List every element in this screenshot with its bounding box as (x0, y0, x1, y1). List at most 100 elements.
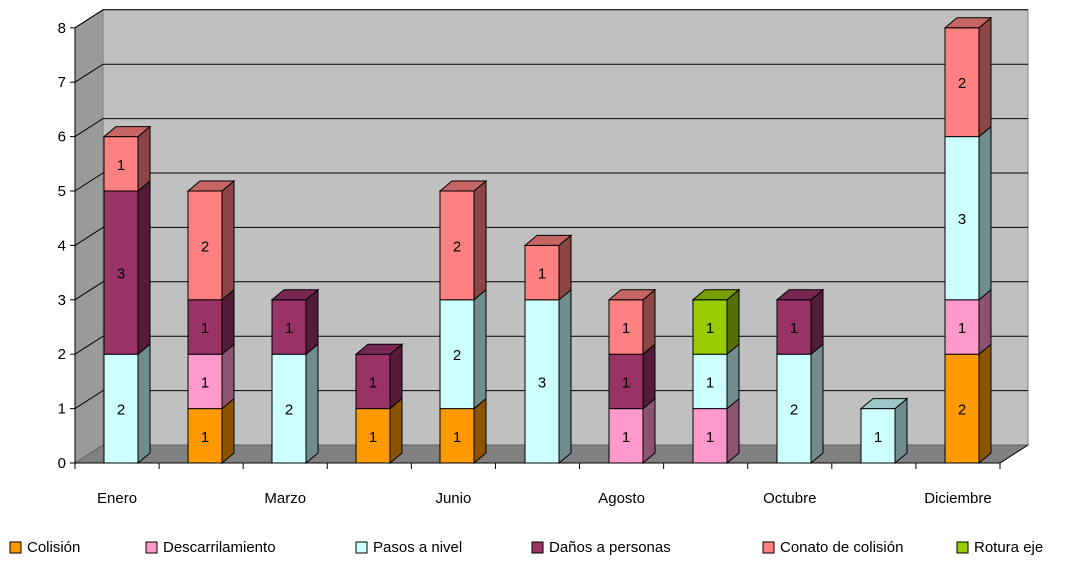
bar-side (221, 397, 235, 465)
data-label: 1 (790, 320, 798, 337)
legend-item: Colisión (9, 539, 80, 556)
gridline (74, 172, 1028, 192)
legend-label: Pasos a nivel (373, 539, 462, 556)
gridline (74, 9, 1028, 29)
data-label: 1 (706, 320, 714, 337)
bar-top (607, 289, 657, 301)
bar-segment: 1 (187, 288, 235, 356)
bar-top (691, 289, 741, 301)
bar-segment: 1 (775, 288, 825, 356)
data-label: 2 (958, 402, 966, 419)
bar-front (439, 299, 475, 410)
bar-segment: 1 (859, 397, 909, 465)
legend-label: Colisión (27, 539, 80, 556)
bar-front (860, 408, 896, 464)
data-label: 1 (874, 429, 882, 446)
data-label: 1 (622, 374, 630, 391)
x-tick-label: Enero (97, 490, 137, 507)
bar-side (726, 288, 740, 356)
floor-edge (999, 444, 1029, 464)
data-label: 1 (706, 429, 714, 446)
bar-segment: 1 (355, 397, 403, 465)
bar-top (438, 180, 488, 192)
bar-segment: 1 (439, 397, 487, 465)
legend-swatch (762, 541, 775, 554)
legend-swatch (9, 541, 22, 554)
gridline (74, 226, 1028, 246)
y-tick-label: 4 (58, 237, 66, 254)
bar-front (355, 408, 391, 464)
bar-segment: 2 (943, 16, 993, 138)
legend-swatch (956, 541, 969, 554)
legend-swatch (531, 541, 544, 554)
bar-top (775, 289, 825, 301)
data-label: 2 (285, 402, 293, 419)
data-label: 2 (958, 75, 966, 92)
y-tick-label: 0 (58, 455, 66, 472)
bar-segment: 2 (271, 343, 319, 465)
bar-side (642, 397, 656, 465)
bar-segment: 1 (102, 125, 152, 193)
bar-side (978, 288, 992, 356)
data-label: 1 (622, 429, 630, 446)
x-tick-label: Agosto (598, 490, 645, 507)
legend-item: Pasos a nivel (355, 539, 462, 556)
data-label: 1 (369, 429, 377, 446)
data-label: 1 (285, 320, 293, 337)
bar-side (726, 343, 740, 410)
bar-side (137, 125, 151, 193)
data-label: 2 (453, 238, 461, 255)
bar-side (389, 397, 403, 465)
legend-label: Rotura eje (974, 539, 1043, 556)
gridline (74, 118, 1028, 138)
data-label: 1 (201, 374, 209, 391)
gridline (74, 63, 1028, 83)
bar-side (305, 288, 319, 356)
y-tick-label: 8 (58, 20, 66, 37)
data-label: 3 (958, 211, 966, 228)
bar-front (692, 299, 728, 355)
bar-segment: 2 (776, 343, 824, 465)
y-tick-label: 2 (58, 346, 66, 363)
bar-side (726, 397, 740, 465)
legend-swatch (145, 541, 158, 554)
bar-segment: 1 (607, 288, 657, 356)
bar-side (389, 343, 403, 410)
data-label: 1 (201, 320, 209, 337)
y-tick-label: 6 (58, 129, 66, 146)
bar-side (305, 343, 319, 465)
legend-item: Rotura eje (956, 539, 1043, 556)
legend-label: Descarrilamiento (163, 539, 276, 556)
bar-side (137, 343, 151, 465)
bar-side (221, 288, 235, 356)
bar-segment: 3 (524, 288, 572, 465)
data-label: 1 (622, 320, 630, 337)
y-tick-label: 7 (58, 74, 66, 91)
bar-side (978, 343, 992, 465)
bar-front (439, 190, 475, 301)
legend-item: Descarrilamiento (145, 539, 276, 556)
bar-side (642, 343, 656, 410)
bar-segment: 2 (439, 288, 487, 410)
data-label: 1 (117, 157, 125, 174)
bar-front (776, 353, 812, 464)
x-tick-label: Junio (435, 490, 471, 507)
bars: 2 3 1 1 1 1 2 2 1 1 1 1 2 2 3 1 1 1 1 1 1 1 2 1 1 2 1 3 2 (102, 16, 993, 465)
data-label: 1 (369, 374, 377, 391)
data-label: 1 (538, 266, 546, 283)
bar-front (944, 299, 980, 355)
bar-top (523, 234, 573, 246)
bar-side (221, 179, 235, 301)
legend: Colisión Descarrilamiento Pasos a nivel Dañ… (9, 539, 1043, 556)
data-label: 2 (790, 402, 798, 419)
bar-top (186, 180, 236, 192)
y-tick-label: 1 (58, 401, 66, 418)
bar-side (978, 125, 992, 301)
bar-front (944, 353, 980, 464)
x-tick-label: Diciembre (924, 490, 992, 507)
x-tick-label: Marzo (264, 490, 306, 507)
bar-segment: 2 (944, 343, 992, 465)
bar-segment: 3 (944, 125, 992, 301)
bar-top (270, 289, 320, 301)
